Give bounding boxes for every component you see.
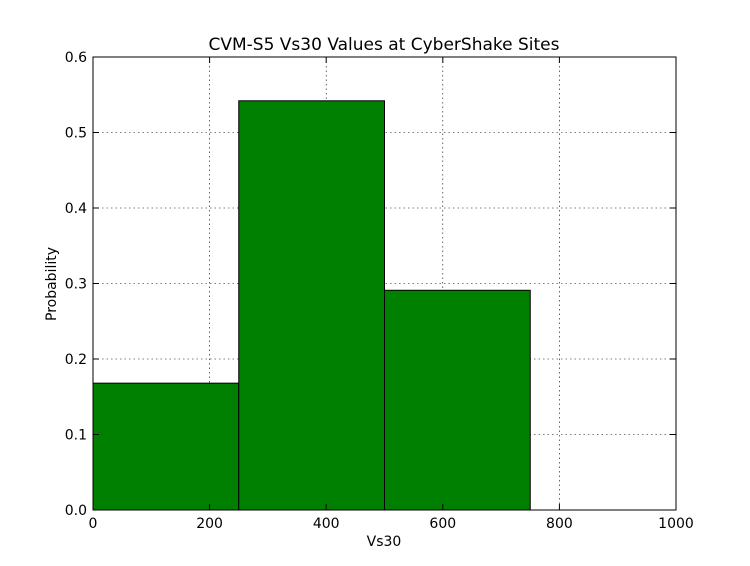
x-tick-label: 0 bbox=[89, 516, 98, 532]
x-tick-labels: 0 200 400 600 800 1000 bbox=[89, 516, 694, 532]
x-tick-label: 400 bbox=[313, 516, 340, 532]
y-tick-label: 0.1 bbox=[65, 428, 87, 444]
y-tick-labels: 0.0 0.1 0.2 0.3 0.4 0.5 0.6 bbox=[65, 50, 87, 519]
x-tick-label: 200 bbox=[196, 516, 223, 532]
x-axis-label: Vs30 bbox=[367, 534, 402, 550]
x-tick-label: 600 bbox=[429, 516, 456, 532]
y-tick-label: 0.2 bbox=[65, 352, 87, 368]
x-tick-label: 1000 bbox=[658, 516, 694, 532]
chart-title: CVM-S5 Vs30 Values at CyberShake Sites bbox=[208, 35, 559, 55]
x-tick-label: 800 bbox=[546, 516, 573, 532]
y-tick-label: 0.3 bbox=[65, 277, 87, 293]
histogram-bars bbox=[92, 100, 531, 511]
y-tick-label: 0.5 bbox=[65, 126, 87, 142]
y-axis-label: Probability bbox=[44, 247, 60, 321]
axis-ticks bbox=[92, 56, 677, 511]
y-tick-label: 0.0 bbox=[65, 503, 87, 519]
y-tick-label: 0.6 bbox=[65, 50, 87, 66]
y-tick-label: 0.4 bbox=[65, 201, 87, 217]
histogram-bar bbox=[92, 382, 240, 511]
histogram-bar bbox=[384, 289, 531, 511]
histogram-bar bbox=[238, 100, 385, 511]
